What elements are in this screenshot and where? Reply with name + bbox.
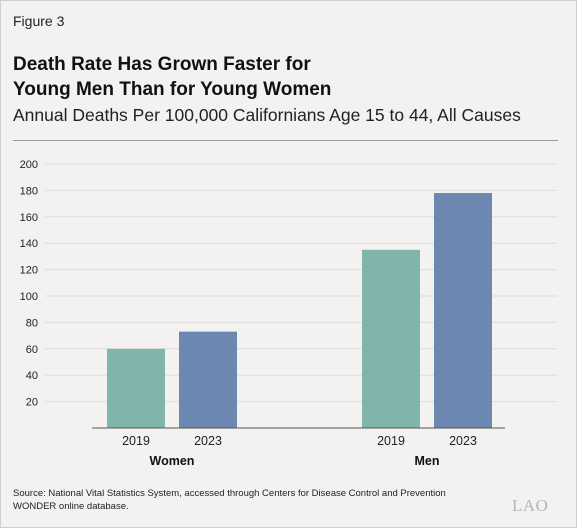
source-note: Source: National Vital Statistics System… [13,487,493,513]
lao-logo: LAO [512,496,549,515]
bar-men-2023 [434,193,492,428]
x-tick-label-women-2019: 2019 [122,434,150,448]
title-divider [13,140,558,141]
x-tick-label-women-2023: 2023 [194,434,222,448]
x-tick-label-men-2023: 2023 [449,434,477,448]
chart-title: Death Rate Has Grown Faster for Young Me… [13,52,553,102]
group-label-women: Women [150,454,195,468]
y-tick-label-80: 80 [26,317,38,329]
bar-women-2023 [179,331,237,428]
source-line-1: Source: National Vital Statistics System… [13,488,446,499]
y-tick-label-140: 140 [20,238,38,250]
y-tick-label-60: 60 [26,344,38,356]
y-tick-label-20: 20 [26,397,38,409]
y-tick-label-120: 120 [20,265,38,277]
x-tick-label-men-2019: 2019 [377,434,405,448]
title-line-1: Death Rate Has Grown Faster for [13,54,311,75]
figure-label: Figure 3 [13,13,65,29]
group-label-men: Men [415,454,440,468]
bar-men-2019 [362,249,420,428]
y-tick-label-100: 100 [20,291,38,303]
y-tick-label-180: 180 [20,185,38,197]
source-line-2: WONDER online database. [13,501,129,512]
y-tick-label-200: 200 [20,159,38,171]
y-tick-label-40: 40 [26,370,38,382]
bar-women-2019 [107,348,165,428]
title-line-2: Young Men Than for Young Women [13,79,332,100]
chart-subtitle: Annual Deaths Per 100,000 Californians A… [13,105,521,125]
y-tick-label-160: 160 [20,212,38,224]
